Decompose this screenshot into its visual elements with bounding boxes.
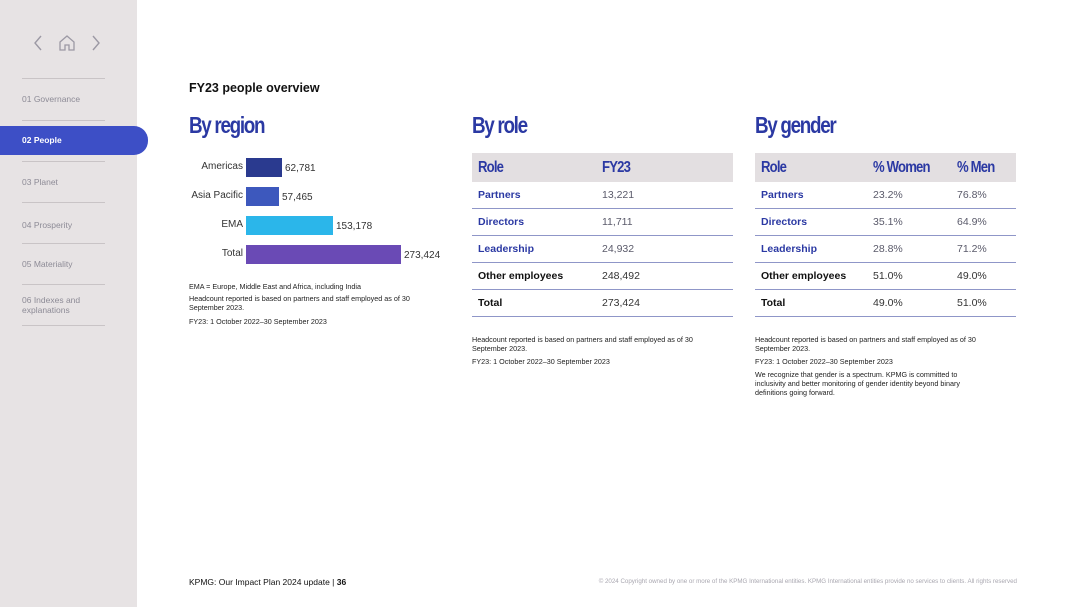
home-icon[interactable] bbox=[58, 33, 76, 53]
bar bbox=[246, 158, 282, 177]
nav-divider bbox=[22, 78, 105, 79]
nav-divider bbox=[22, 161, 105, 162]
gender-note-headcount: Headcount reported is based on partners … bbox=[755, 335, 976, 353]
table-row: Other employees 248,492 bbox=[472, 262, 733, 290]
sidebar-item-materiality[interactable]: 05 Materiality bbox=[22, 259, 73, 269]
row-value: 76.8% bbox=[951, 182, 1016, 209]
role-table: Role FY23 Partners 13,221 Directors 11,7… bbox=[472, 153, 733, 317]
sidebar-item-label: 02 People bbox=[22, 135, 62, 145]
sidebar-item-indexes[interactable]: 06 Indexes and explanations bbox=[22, 295, 81, 315]
region-note-fy: FY23: 1 October 2022–30 September 2023 bbox=[189, 317, 327, 326]
row-value: 248,492 bbox=[596, 262, 733, 290]
row-value: 35.1% bbox=[867, 208, 951, 236]
region-title: By region bbox=[189, 112, 265, 138]
row-value: 49.0% bbox=[867, 289, 951, 317]
table-header-row: Role % Women % Men bbox=[755, 153, 1016, 182]
chevron-right-icon[interactable] bbox=[90, 33, 102, 53]
gender-table: Role % Women % Men Partners 23.2% 76.8% … bbox=[755, 153, 1016, 317]
column-header: % Women bbox=[867, 153, 951, 182]
page-number: 36 bbox=[336, 577, 347, 587]
bar-value-label: 273,424 bbox=[404, 250, 441, 261]
sidebar-item-prosperity[interactable]: 04 Prosperity bbox=[22, 220, 73, 230]
sidebar: 01 Governance 02 People 03 Planet 04 Pro… bbox=[0, 0, 148, 607]
table-header-row: Role FY23 bbox=[472, 153, 733, 182]
row-value: 11,711 bbox=[596, 208, 733, 236]
page-title: FY23 people overview bbox=[189, 81, 320, 95]
gender-note-fy: FY23: 1 October 2022–30 September 2023 bbox=[755, 357, 893, 366]
nav-divider bbox=[22, 325, 105, 326]
footer-title: KPMG: Our Impact Plan 2024 update | 36 bbox=[189, 577, 346, 587]
table-row: Other employees 51.0% 49.0% bbox=[755, 262, 1016, 290]
row-label: Other employees bbox=[472, 262, 596, 290]
document-title: KPMG: Our Impact Plan 2024 update bbox=[189, 577, 330, 587]
column-header: % Men bbox=[951, 153, 1016, 182]
copyright-notice: © 2024 Copyright owned by one or more of… bbox=[598, 578, 1017, 585]
row-value: 71.2% bbox=[951, 235, 1016, 263]
sidebar-item-people[interactable]: 02 People bbox=[0, 126, 148, 155]
column-header: Role bbox=[472, 153, 596, 182]
bar-category-label: Asia Pacific bbox=[191, 190, 243, 201]
nav-buttons bbox=[32, 33, 104, 53]
footer-separator: | bbox=[329, 577, 337, 587]
gender-note-spectrum: We recognize that gender is a spectrum. … bbox=[755, 370, 960, 397]
row-value: 24,932 bbox=[596, 235, 733, 263]
nav-divider bbox=[22, 284, 105, 285]
role-title: By role bbox=[472, 112, 528, 138]
bar-category-label: EMA bbox=[221, 219, 243, 230]
row-value: 13,221 bbox=[596, 182, 733, 209]
bar bbox=[246, 187, 279, 206]
row-label: Partners bbox=[472, 182, 596, 209]
row-label: Directors bbox=[472, 208, 596, 236]
table-row: Directors 11,711 bbox=[472, 208, 733, 236]
table-row: Total 49.0% 51.0% bbox=[755, 289, 1016, 317]
row-label: Total bbox=[472, 289, 596, 317]
row-value: 51.0% bbox=[951, 289, 1016, 317]
row-value: 51.0% bbox=[867, 262, 951, 290]
table-row: Leadership 28.8% 71.2% bbox=[755, 235, 1016, 263]
row-label: Directors bbox=[755, 208, 867, 236]
role-note-fy: FY23: 1 October 2022–30 September 2023 bbox=[472, 357, 610, 366]
table-row: Directors 35.1% 64.9% bbox=[755, 208, 1016, 236]
bar-value-label: 57,465 bbox=[282, 192, 313, 203]
bar bbox=[246, 245, 401, 264]
table-row: Partners 13,221 bbox=[472, 182, 733, 209]
row-label: Leadership bbox=[472, 235, 596, 263]
table-row: Partners 23.2% 76.8% bbox=[755, 182, 1016, 209]
bar-value-label: 62,781 bbox=[285, 163, 316, 174]
row-value: 64.9% bbox=[951, 208, 1016, 236]
region-note-ema: EMA = Europe, Middle East and Africa, in… bbox=[189, 282, 362, 291]
region-note-headcount: Headcount reported is based on partners … bbox=[189, 294, 410, 312]
row-value: 273,424 bbox=[596, 289, 733, 317]
bar-value-label: 153,178 bbox=[336, 221, 373, 232]
row-label: Leadership bbox=[755, 235, 867, 263]
table-row: Leadership 24,932 bbox=[472, 235, 733, 263]
table-row: Total 273,424 bbox=[472, 289, 733, 317]
row-label: Other employees bbox=[755, 262, 867, 290]
sidebar-item-planet[interactable]: 03 Planet bbox=[22, 177, 58, 187]
chevron-left-icon[interactable] bbox=[32, 33, 44, 53]
region-bar-chart: Americas 62,781 Asia Pacific 57,465 EMA 153,1… bbox=[185, 150, 460, 270]
role-note-headcount: Headcount reported is based on partners … bbox=[472, 335, 693, 353]
row-value: 23.2% bbox=[867, 182, 951, 209]
column-header: FY23 bbox=[596, 153, 733, 182]
row-label: Total bbox=[755, 289, 867, 317]
bar bbox=[246, 216, 333, 235]
column-header: Role bbox=[755, 153, 867, 182]
nav-divider bbox=[22, 243, 105, 244]
sidebar-item-governance[interactable]: 01 Governance bbox=[22, 94, 81, 104]
row-label: Partners bbox=[755, 182, 867, 209]
bar-category-label: Americas bbox=[201, 161, 243, 172]
nav-divider bbox=[22, 202, 105, 203]
row-value: 28.8% bbox=[867, 235, 951, 263]
nav-divider bbox=[22, 120, 105, 121]
row-value: 49.0% bbox=[951, 262, 1016, 290]
bar-category-label: Total bbox=[221, 248, 243, 259]
gender-title: By gender bbox=[755, 112, 837, 138]
